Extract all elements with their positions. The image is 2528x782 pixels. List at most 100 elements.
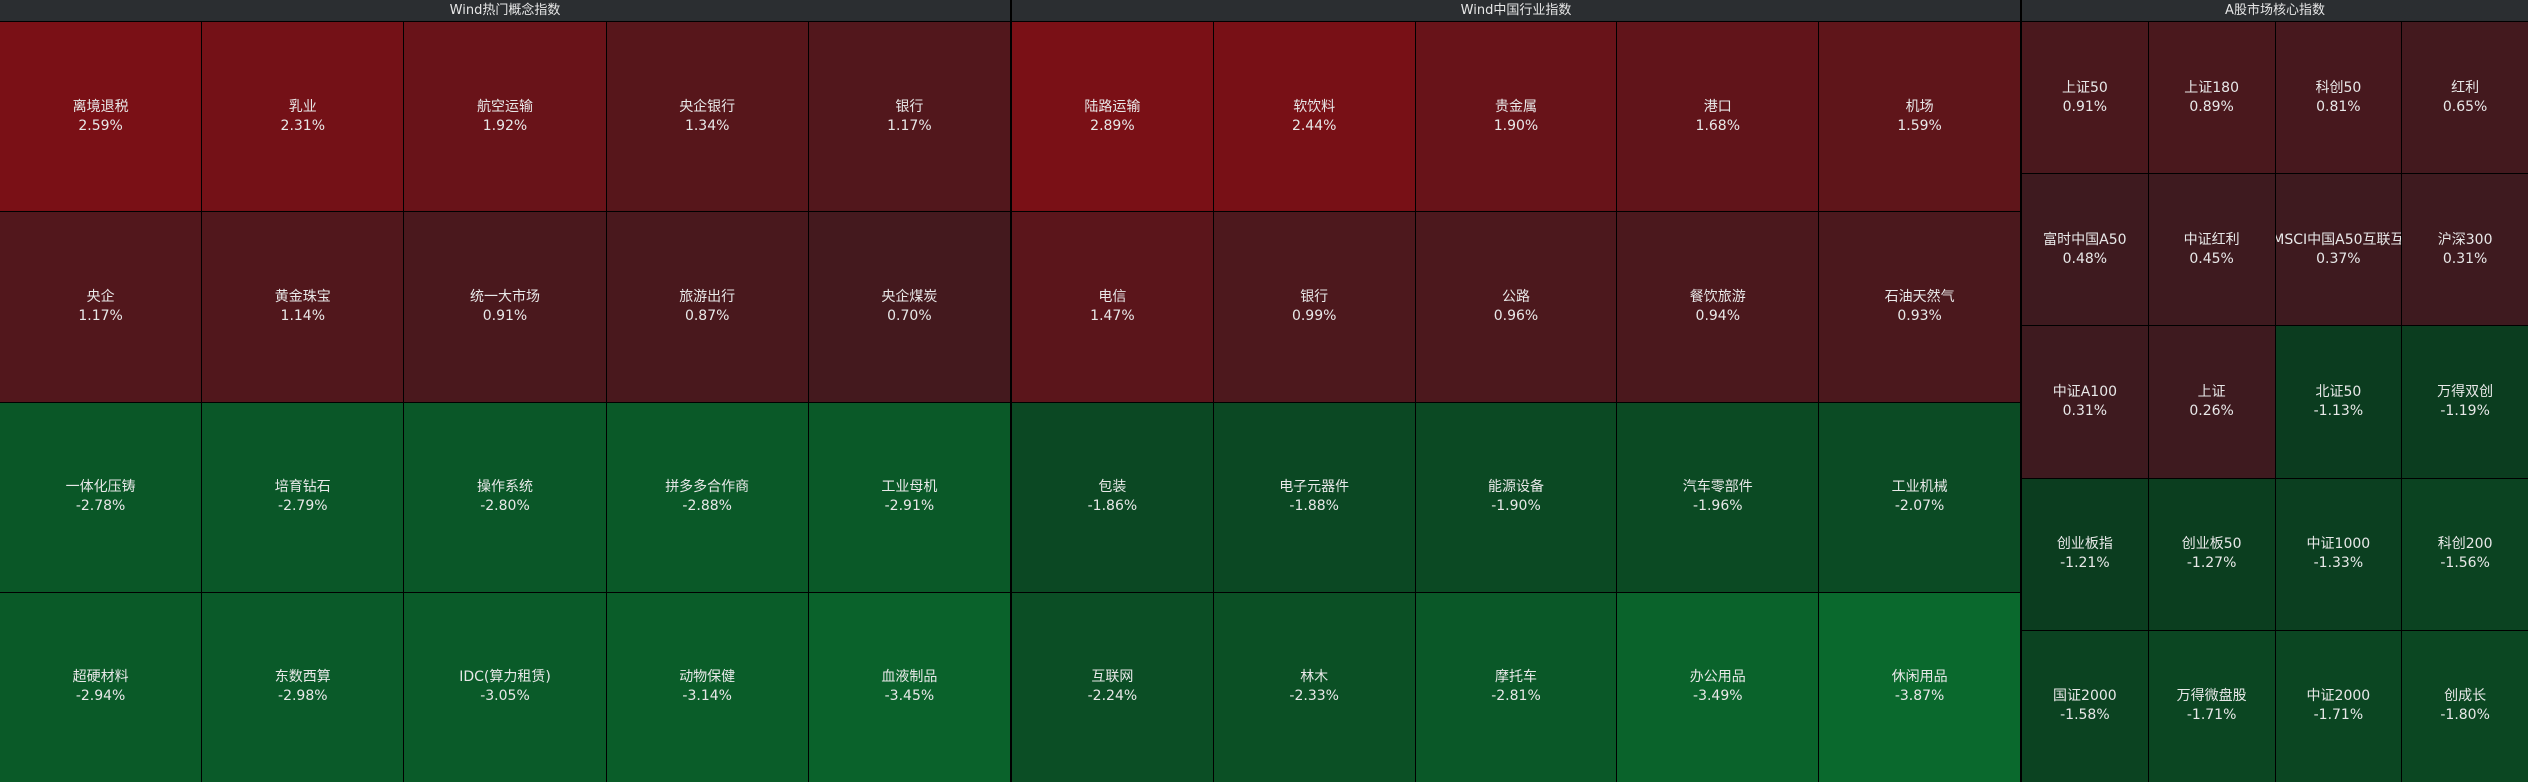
tile-name: 中证A100	[2052, 383, 2118, 400]
tile[interactable]: 红利 0.65%	[2402, 22, 2528, 174]
tile-name: 东数西算	[274, 669, 331, 686]
tile[interactable]: 沪深300 0.31%	[2402, 174, 2528, 326]
tile-change: -3.45%	[884, 688, 935, 705]
tile-name: 创业板50	[2181, 536, 2242, 553]
tile[interactable]: 银行 0.99%	[1213, 212, 1415, 402]
tile[interactable]: 培育钻石 -2.79%	[202, 402, 404, 592]
tile[interactable]: 国证2000 -1.58%	[2022, 630, 2148, 782]
tile[interactable]: 港口 1.68%	[1617, 22, 1819, 212]
tile[interactable]: 统一大市场 0.91%	[404, 212, 606, 402]
tile[interactable]: 摩托车 -2.81%	[1415, 592, 1617, 782]
tile[interactable]: 超硬材料 -2.94%	[0, 592, 202, 782]
tile[interactable]: 餐饮旅游 0.94%	[1617, 212, 1819, 402]
tile-name: 乳业	[288, 98, 317, 115]
tile-change: -1.13%	[2313, 402, 2364, 419]
tile-change: 1.17%	[887, 117, 932, 134]
tile-name: 万得微盘股	[2176, 688, 2247, 705]
tile[interactable]: 北证50 -1.13%	[2275, 326, 2402, 478]
tile-change: -1.27%	[2186, 555, 2237, 572]
tile[interactable]: MSCI中国A50互联互 0.37%	[2275, 174, 2402, 326]
tile[interactable]: 科创50 0.81%	[2275, 22, 2402, 174]
tile[interactable]: 科创200 -1.56%	[2402, 478, 2528, 630]
tile[interactable]: 离境退税 2.59%	[0, 22, 202, 212]
tile[interactable]: 血液制品 -3.45%	[808, 592, 1010, 782]
tile-change: -2.33%	[1289, 688, 1339, 705]
tile[interactable]: 中证1000 -1.33%	[2275, 478, 2402, 630]
tile[interactable]: 中证2000 -1.71%	[2275, 630, 2402, 782]
tile-name: IDC(算力租赁)	[459, 669, 551, 686]
tile-name: 港口	[1703, 98, 1732, 115]
tile-change: -2.78%	[75, 498, 126, 515]
tile-change: -1.71%	[2186, 707, 2237, 724]
tile[interactable]: 乳业 2.31%	[202, 22, 404, 212]
tile[interactable]: 旅游出行 0.87%	[606, 212, 808, 402]
tile[interactable]: 陆路运输 2.89%	[1012, 22, 1213, 212]
tile-name: 电信	[1098, 288, 1127, 305]
tile[interactable]: 操作系统 -2.80%	[404, 402, 606, 592]
tile[interactable]: 石油天然气 0.93%	[1819, 212, 2020, 402]
tile-name: 石油天然气	[1884, 288, 1955, 305]
tile-change: 2.31%	[280, 117, 326, 134]
tile-name: 互联网	[1091, 669, 1134, 686]
tile[interactable]: 万得微盘股 -1.71%	[2148, 630, 2275, 782]
tile[interactable]: 工业母机 -2.91%	[808, 402, 1010, 592]
tile[interactable]: 休闲用品 -3.87%	[1819, 592, 2020, 782]
tile[interactable]: 银行 1.17%	[808, 22, 1010, 212]
tile[interactable]: 林木 -2.33%	[1213, 592, 1415, 782]
tile-change: -2.79%	[278, 498, 328, 515]
tile[interactable]: 东数西算 -2.98%	[202, 592, 404, 782]
tile[interactable]: 动物保健 -3.14%	[606, 592, 808, 782]
tile[interactable]: 电信 1.47%	[1012, 212, 1213, 402]
tile[interactable]: 创成长 -1.80%	[2402, 630, 2528, 782]
tile[interactable]: 上证180 0.89%	[2148, 22, 2275, 174]
tile[interactable]: 创业板50 -1.27%	[2148, 478, 2275, 630]
tile[interactable]: 软饮料 2.44%	[1213, 22, 1415, 212]
tile[interactable]: 公路 0.96%	[1415, 212, 1617, 402]
tile[interactable]: 中证红利 0.45%	[2148, 174, 2275, 326]
tile[interactable]: 贵金属 1.90%	[1415, 22, 1617, 212]
tile-change: -1.71%	[2313, 707, 2364, 724]
tile-change: -2.98%	[278, 688, 328, 705]
tile-change: -2.91%	[884, 498, 935, 515]
tile-change: 2.44%	[1291, 117, 1337, 134]
tile-name: 黄金珠宝	[274, 288, 331, 305]
tile[interactable]: 能源设备 -1.90%	[1415, 402, 1617, 592]
tile[interactable]: 上证 0.26%	[2148, 326, 2275, 478]
panel: A股市场核心指数 上证50 0.91% 上证180 0.89% 科创50 0.81% 红利 0.…	[2022, 0, 2528, 782]
tile[interactable]: 创业板指 -1.21%	[2022, 478, 2148, 630]
tile-name: 国证2000	[2053, 688, 2117, 705]
tile[interactable]: IDC(算力租赁) -3.05%	[404, 592, 606, 782]
tile-name: 工业母机	[881, 479, 938, 496]
tile[interactable]: 富时中国A50 0.48%	[2022, 174, 2148, 326]
tile[interactable]: 航空运输 1.92%	[404, 22, 606, 212]
tile[interactable]: 中证A100 0.31%	[2022, 326, 2148, 478]
tile[interactable]: 拼多多合作商 -2.88%	[606, 402, 808, 592]
tile-name: 中证1000	[2306, 536, 2371, 553]
tile-change: 0.93%	[1897, 307, 1942, 324]
tile-name: 科创50	[2315, 79, 2362, 96]
tile[interactable]: 工业机械 -2.07%	[1819, 402, 2020, 592]
tile[interactable]: 机场 1.59%	[1819, 22, 2020, 212]
tile[interactable]: 电子元器件 -1.88%	[1213, 402, 1415, 592]
tile-change: 0.99%	[1291, 307, 1337, 324]
tile-change: 0.37%	[2316, 250, 2361, 267]
tile-change: -1.88%	[1289, 498, 1339, 515]
tile-change: -1.58%	[2060, 707, 2110, 724]
tile-change: 2.89%	[1090, 117, 1135, 134]
tile[interactable]: 上证50 0.91%	[2022, 22, 2148, 174]
tile[interactable]: 互联网 -2.24%	[1012, 592, 1213, 782]
tile[interactable]: 包装 -1.86%	[1012, 402, 1213, 592]
tile[interactable]: 央企银行 1.34%	[606, 22, 808, 212]
tile[interactable]: 万得双创 -1.19%	[2402, 326, 2528, 478]
tile[interactable]: 汽车零部件 -1.96%	[1617, 402, 1819, 592]
tile-name: 餐饮旅游	[1689, 288, 1746, 305]
tile[interactable]: 央企煤炭 0.70%	[808, 212, 1010, 402]
tile[interactable]: 黄金珠宝 1.14%	[202, 212, 404, 402]
tile[interactable]: 央企 1.17%	[0, 212, 202, 402]
tile[interactable]: 一体化压铸 -2.78%	[0, 402, 202, 592]
tile-name: 万得双创	[2437, 383, 2494, 400]
tile[interactable]: 办公用品 -3.49%	[1617, 592, 1819, 782]
tile-name: 中证2000	[2306, 688, 2371, 705]
tile-change: 1.47%	[1090, 307, 1135, 324]
tile-change: 1.14%	[280, 307, 326, 324]
